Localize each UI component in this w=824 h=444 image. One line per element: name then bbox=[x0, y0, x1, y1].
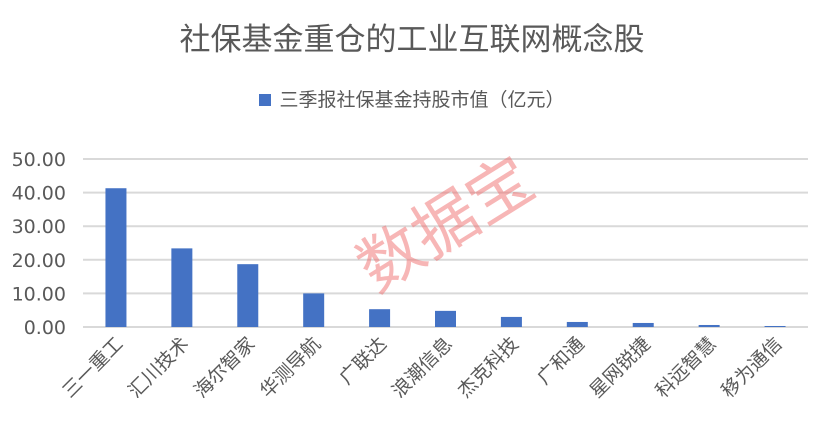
y-tick-label: 40.00 bbox=[12, 183, 66, 205]
bar bbox=[500, 316, 522, 327]
bar bbox=[237, 264, 259, 327]
x-tick-label: 浪潮信息 bbox=[388, 333, 457, 402]
x-tick-label: 汇川技术 bbox=[124, 333, 193, 402]
bar bbox=[171, 248, 193, 327]
x-tick-label: 三一重工 bbox=[58, 333, 127, 402]
x-tick-label: 移为通信 bbox=[717, 333, 786, 402]
y-tick-label: 30.00 bbox=[12, 216, 66, 238]
x-tick-label: 广联达 bbox=[335, 333, 391, 389]
y-tick-label: 20.00 bbox=[12, 250, 66, 272]
bar bbox=[303, 293, 325, 327]
bar bbox=[105, 188, 127, 327]
bar bbox=[435, 310, 456, 327]
bar bbox=[369, 309, 391, 327]
bar bbox=[764, 325, 786, 327]
x-tick-label: 华测导航 bbox=[256, 333, 325, 402]
x-tick-label: 杰克科技 bbox=[454, 333, 523, 402]
legend-label: 三季报社保基金持股市值（亿元） bbox=[279, 89, 565, 111]
y-tick-label: 0.00 bbox=[24, 317, 66, 339]
bar bbox=[566, 321, 588, 327]
x-tick-label: 海尔智家 bbox=[190, 333, 259, 402]
bar bbox=[632, 322, 654, 327]
y-tick-label: 50.00 bbox=[12, 149, 66, 171]
x-tick-label: 科远智慧 bbox=[651, 333, 720, 402]
legend: 三季报社保基金持股市值（亿元） bbox=[0, 88, 824, 112]
legend-swatch bbox=[259, 94, 272, 106]
x-tick-label: 广和通 bbox=[533, 333, 589, 389]
x-tick-label: 星网锐捷 bbox=[585, 333, 654, 402]
chart-title: 社保基金重仓的工业互联网概念股 bbox=[179, 22, 645, 58]
bar bbox=[698, 324, 720, 327]
y-tick-label: 10.00 bbox=[12, 283, 66, 305]
